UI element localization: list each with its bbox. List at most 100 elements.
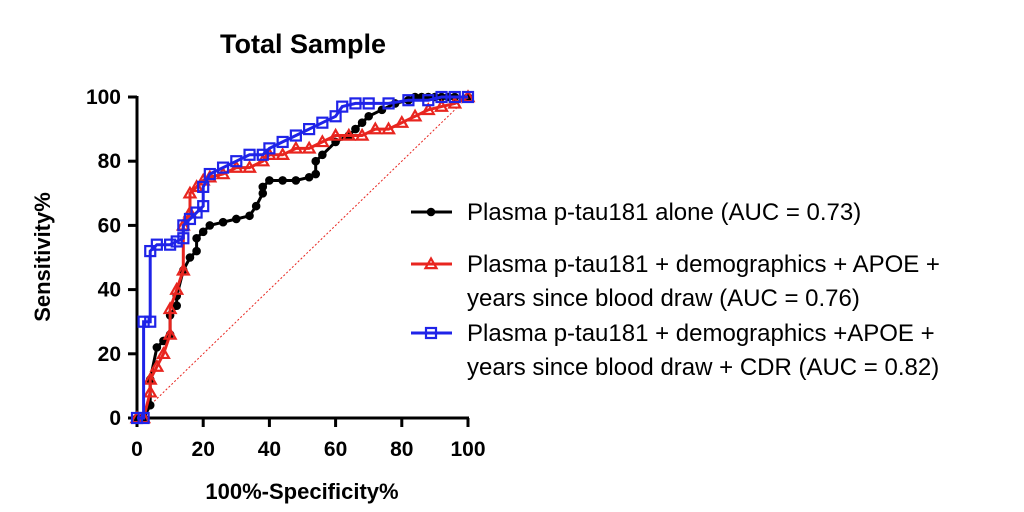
series-point (275, 147, 291, 161)
series-point (152, 343, 162, 352)
series-point (230, 155, 243, 168)
series-point (198, 227, 208, 237)
series-point (256, 148, 269, 161)
series-point (192, 246, 201, 256)
series-point (278, 176, 287, 185)
series-point (435, 90, 448, 104)
series-point (303, 122, 316, 136)
series-point (341, 127, 357, 141)
series-point (364, 111, 374, 121)
series-point (164, 238, 177, 251)
series-point (336, 100, 349, 113)
series-point (162, 326, 178, 340)
y-axis-label: Sensitivity% (30, 192, 55, 322)
series-point (150, 238, 163, 251)
series-point (169, 281, 185, 295)
series-point (197, 180, 210, 193)
series-point (177, 232, 190, 245)
series-point (243, 148, 256, 161)
series-point (407, 108, 423, 122)
series-point (351, 124, 360, 134)
series-point (422, 94, 435, 107)
series-point (349, 97, 362, 110)
series-point (245, 211, 254, 221)
series-point (203, 167, 216, 181)
series-point (362, 97, 375, 110)
series-point (185, 253, 195, 262)
series-point (130, 411, 144, 425)
legend-label: Plasma p-tau181 + demographics +APOE + ye… (467, 320, 939, 381)
series-point (182, 185, 198, 199)
series-point (329, 110, 342, 123)
series-point (144, 315, 157, 328)
y-tick-label: 0 (109, 407, 121, 430)
series-point (156, 346, 171, 360)
x-tick-label: 80 (390, 438, 413, 461)
reference-line (136, 96, 469, 419)
series-point (142, 384, 158, 398)
series-point (314, 134, 330, 148)
series-point (382, 97, 395, 110)
series-point (288, 140, 304, 154)
series-point (381, 121, 396, 135)
legend-item-1: Plasma p-tau181 alone (AUC = 0.73) (411, 199, 861, 226)
series-point (420, 102, 436, 116)
reference-layer (136, 96, 469, 419)
series-point (263, 142, 276, 155)
series-3 (130, 90, 475, 425)
series-point (232, 214, 241, 224)
x-tick-label: 0 (131, 438, 143, 461)
series-point (197, 200, 210, 213)
x-tick-label: 40 (258, 438, 281, 461)
x-tick-label: 60 (324, 438, 347, 461)
series-point (190, 206, 203, 219)
series-layer (129, 89, 476, 425)
series-point (311, 169, 321, 179)
legend-swatch-marker (423, 256, 439, 270)
series-point (448, 90, 461, 104)
series-point (137, 315, 150, 328)
series-point (205, 221, 215, 230)
series-point (354, 127, 370, 141)
legend-item-2: Plasma p-tau181 + demographics + APOE + y… (411, 251, 940, 312)
series-point (144, 244, 157, 258)
series-point (367, 121, 383, 135)
series-point (291, 176, 301, 185)
series-point (402, 94, 415, 107)
legend-item-3: Plasma p-tau181 + demographics +APOE + ye… (411, 320, 939, 381)
series-point (149, 358, 165, 372)
series-point (318, 150, 327, 160)
x-axis-label: 100%-Specificity% (205, 479, 398, 504)
series-point (251, 201, 261, 211)
series-point (177, 219, 190, 232)
series-point (170, 235, 183, 248)
x-tick-label: 20 (192, 438, 215, 461)
y-tick-label: 60 (98, 214, 121, 237)
series-point (289, 129, 302, 142)
series-point (137, 411, 150, 425)
legend-swatch-marker (424, 326, 438, 340)
legend-label: Plasma p-tau181 + demographics + APOE + y… (467, 251, 940, 312)
series-point (276, 135, 289, 149)
y-tick-label: 40 (98, 279, 121, 302)
series-point (461, 90, 475, 104)
series-point (218, 217, 228, 227)
legend-label: Plasma p-tau181 alone (AUC = 0.73) (467, 199, 861, 226)
series-point (189, 179, 204, 193)
series-point (182, 204, 198, 218)
series-point (311, 156, 321, 166)
legend-swatch-marker (426, 207, 436, 217)
chart-title: Total Sample (220, 29, 386, 59)
legend: Plasma p-tau181 alone (AUC = 0.73) Plasma… (411, 199, 940, 381)
series-point (357, 118, 367, 127)
series-point (175, 262, 191, 276)
series-point (328, 127, 343, 141)
series-point (434, 98, 449, 112)
x-tick-label: 100 (450, 438, 485, 461)
series-point (183, 212, 197, 226)
series-point (172, 301, 182, 310)
series-point (258, 182, 268, 192)
series-line (137, 95, 468, 420)
y-tick-label: 80 (98, 150, 121, 173)
